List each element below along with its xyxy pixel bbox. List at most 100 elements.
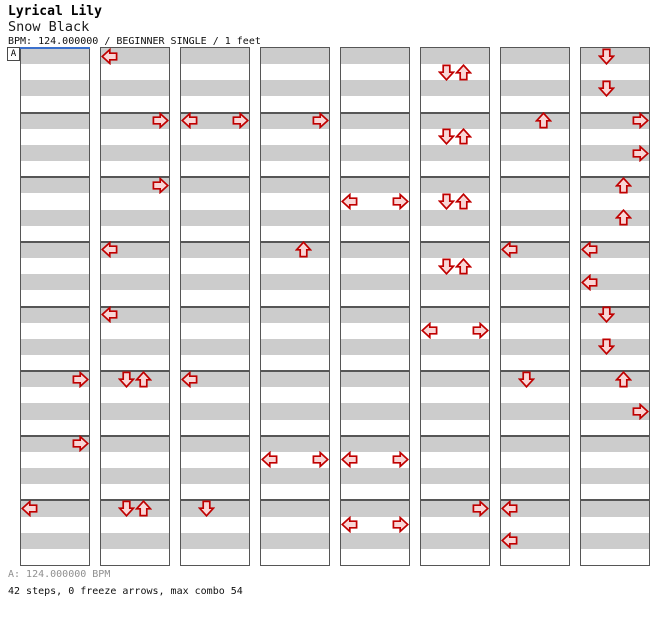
note-arrow-up bbox=[455, 128, 472, 145]
note-arrow-up bbox=[135, 499, 152, 517]
up-arrow-icon bbox=[135, 499, 152, 517]
measure-separator bbox=[581, 305, 649, 308]
measure-separator bbox=[341, 176, 409, 179]
beat-stripe bbox=[421, 338, 489, 355]
measure-separator bbox=[181, 111, 249, 114]
right-arrow-icon bbox=[152, 112, 169, 130]
note-arrow-left bbox=[581, 273, 598, 291]
beat-stripe bbox=[181, 403, 249, 420]
measure-separator bbox=[181, 370, 249, 373]
beat-stripe bbox=[181, 306, 249, 323]
beat-stripe bbox=[501, 177, 569, 194]
right-arrow-icon bbox=[632, 112, 649, 130]
up-arrow-icon bbox=[455, 63, 472, 81]
beat-stripe bbox=[501, 209, 569, 226]
down-arrow-icon bbox=[518, 371, 535, 388]
beat-stripe bbox=[421, 177, 489, 194]
note-arrow-right bbox=[632, 403, 649, 421]
beat-stripe bbox=[341, 468, 409, 485]
measure-separator bbox=[501, 370, 569, 373]
note-arrow-left bbox=[261, 451, 278, 469]
beat-stripe bbox=[341, 532, 409, 549]
measure-separator bbox=[581, 176, 649, 179]
measure-separator bbox=[101, 434, 169, 437]
beat-stripe bbox=[581, 274, 649, 291]
beat-stripe bbox=[581, 403, 649, 420]
chart-meta-line: BPM: 124.000000 / BEGINNER SINGLE / 1 fe… bbox=[8, 36, 261, 47]
note-arrow-right bbox=[632, 144, 649, 162]
note-arrow-right bbox=[472, 322, 489, 340]
right-arrow-icon bbox=[472, 322, 489, 340]
up-arrow-icon bbox=[455, 128, 472, 145]
beat-stripe bbox=[101, 112, 169, 129]
down-arrow-icon bbox=[598, 48, 615, 65]
left-arrow-icon bbox=[501, 499, 518, 517]
beat-stripe bbox=[581, 532, 649, 549]
left-arrow-icon bbox=[101, 241, 118, 259]
right-arrow-icon bbox=[312, 451, 329, 469]
beat-stripe bbox=[181, 241, 249, 259]
measure-column-6 bbox=[420, 47, 490, 566]
note-arrow-down bbox=[438, 64, 455, 81]
beat-stripe bbox=[581, 241, 649, 259]
note-arrow-down bbox=[118, 500, 135, 517]
beat-stripe bbox=[181, 532, 249, 549]
note-arrow-up bbox=[455, 257, 472, 275]
up-arrow-icon bbox=[455, 192, 472, 210]
note-arrow-right bbox=[72, 370, 89, 388]
note-arrow-left bbox=[21, 499, 38, 517]
beat-stripe bbox=[581, 468, 649, 485]
beat-stripe bbox=[101, 500, 169, 517]
beat-stripe bbox=[21, 468, 89, 485]
beat-stripe bbox=[181, 500, 249, 517]
beat-stripe bbox=[581, 435, 649, 452]
measure-separator bbox=[181, 305, 249, 308]
beat-stripe bbox=[341, 306, 409, 323]
note-arrow-left bbox=[101, 306, 118, 324]
measure-separator bbox=[21, 499, 89, 502]
right-arrow-icon bbox=[472, 499, 489, 517]
left-arrow-icon bbox=[341, 516, 358, 534]
beat-stripe bbox=[581, 144, 649, 162]
beat-stripe bbox=[21, 435, 89, 452]
measure-separator bbox=[261, 240, 329, 243]
note-arrow-right bbox=[152, 112, 169, 130]
measure-separator bbox=[101, 370, 169, 373]
beat-stripe bbox=[181, 274, 249, 291]
beat-stripe bbox=[341, 403, 409, 420]
note-arrow-right bbox=[472, 499, 489, 517]
note-arrow-left bbox=[341, 516, 358, 534]
beat-stripe bbox=[181, 112, 249, 129]
note-arrow-down bbox=[438, 128, 455, 146]
right-arrow-icon bbox=[392, 192, 409, 210]
down-arrow-icon bbox=[438, 64, 455, 81]
measure-separator bbox=[341, 499, 409, 502]
left-arrow-icon bbox=[181, 112, 198, 130]
beat-stripe bbox=[101, 241, 169, 259]
beat-stripe bbox=[261, 371, 329, 388]
measure-separator bbox=[581, 111, 649, 114]
measure-column-8 bbox=[580, 47, 650, 566]
measure-separator bbox=[341, 434, 409, 437]
down-arrow-icon bbox=[118, 371, 135, 388]
beat-stripe bbox=[181, 80, 249, 97]
measure-separator bbox=[181, 240, 249, 243]
beat-stripe bbox=[101, 209, 169, 226]
measure-column-3 bbox=[180, 47, 250, 566]
measure-separator bbox=[581, 434, 649, 437]
measure-separator bbox=[341, 305, 409, 308]
down-arrow-icon bbox=[198, 500, 215, 517]
right-arrow-icon bbox=[312, 112, 329, 130]
down-arrow-icon bbox=[438, 258, 455, 275]
note-arrow-left bbox=[101, 47, 118, 65]
beat-stripe bbox=[21, 209, 89, 226]
measure-separator bbox=[581, 240, 649, 243]
beat-stripe bbox=[261, 338, 329, 355]
up-arrow-icon bbox=[455, 257, 472, 275]
down-arrow-icon bbox=[598, 80, 615, 97]
measure-separator bbox=[421, 111, 489, 114]
note-arrow-right bbox=[232, 112, 249, 130]
beat-stripe bbox=[21, 48, 89, 65]
note-arrow-left bbox=[341, 192, 358, 210]
measure-separator bbox=[421, 305, 489, 308]
